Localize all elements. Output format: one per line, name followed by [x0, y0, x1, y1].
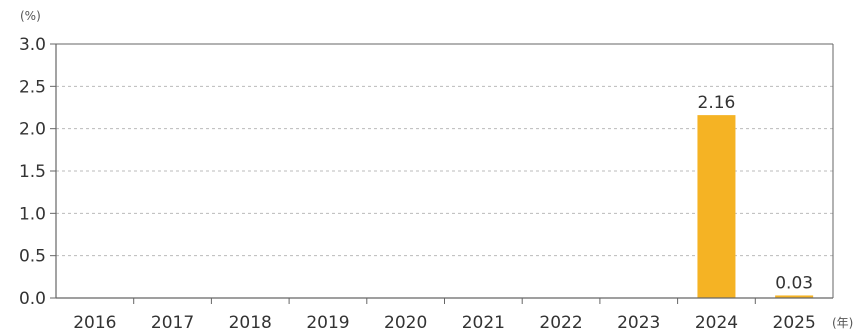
x-tick-label: 2019 — [306, 313, 349, 333]
bar-2025 — [775, 295, 814, 298]
x-tick-label: 2020 — [384, 313, 427, 333]
x-axis-unit-label: (年) — [832, 316, 853, 330]
y-tick-label: 2.0 — [19, 120, 46, 140]
y-tick-label: 2.5 — [19, 77, 46, 97]
y-tick-label: 1.0 — [19, 204, 46, 224]
x-tick-label: 2021 — [462, 313, 505, 333]
labels: (%) (年) 0.0 0.5 1.0 1.5 2.0 2.5 3.0 2016 2017 201… — [19, 9, 853, 333]
x-tick-label: 2024 — [695, 313, 738, 333]
x-tick-label: 2023 — [617, 313, 660, 333]
x-tick-label: 2018 — [229, 313, 272, 333]
y-tick-label: 0.0 — [19, 289, 46, 309]
y-tick-label: 0.5 — [19, 247, 46, 267]
data-label-2024: 2.16 — [698, 93, 736, 113]
y-axis-unit-label: (%) — [20, 9, 41, 23]
y-tick-label: 1.5 — [19, 162, 46, 182]
x-tick-label: 2016 — [73, 313, 116, 333]
bar-2024 — [697, 115, 736, 299]
y-tick-label: 3.0 — [19, 35, 46, 55]
bars — [697, 115, 814, 299]
data-label-2025: 0.03 — [775, 273, 813, 293]
x-tick-label: 2022 — [539, 313, 582, 333]
x-tick-label: 2017 — [151, 313, 194, 333]
x-tick-label: 2025 — [773, 313, 816, 333]
axes — [50, 43, 834, 304]
